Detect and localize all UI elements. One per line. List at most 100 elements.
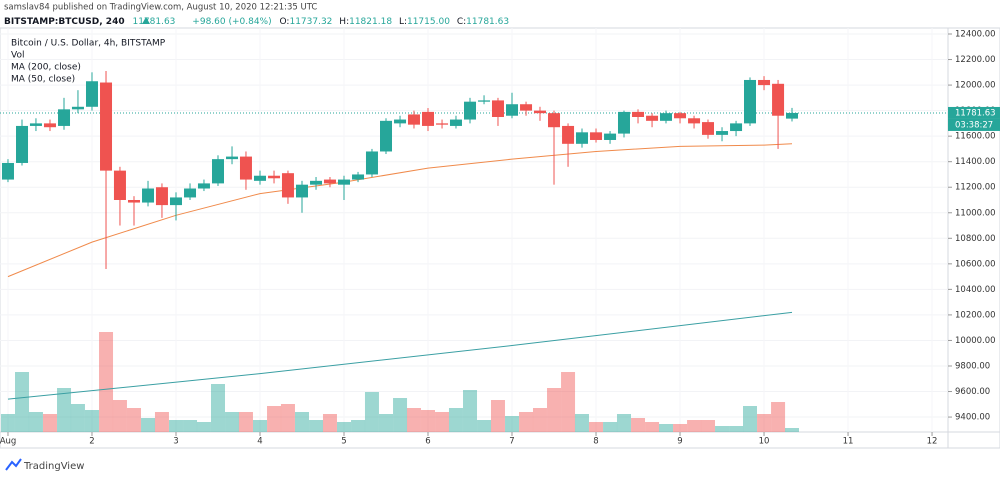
y-tick-label: 9400.00 [955,413,990,423]
ma-line [7,311,793,400]
volume-label: Vol [11,51,24,61]
candle-body [281,173,294,198]
candle-body [253,175,266,181]
legend-entry: MA (200, close) [11,63,81,73]
candle-body [716,131,729,135]
candle-body [268,175,281,179]
volume-bar [0,414,15,432]
ohlc-label: L: [399,17,407,27]
volume-bar [112,400,127,432]
candle-body [310,180,323,185]
candle-body [407,114,420,125]
y-tick-label: 10400.00 [955,285,996,295]
y-tick-label: 10000.00 [955,336,996,346]
ohlc-label: C: [457,17,466,27]
volume-bar [364,392,379,432]
volume-bar [225,412,240,432]
candle-body [127,199,140,203]
y-tick-label: 9600.00 [955,387,990,397]
ohlc-value: 11781.63 [466,17,509,27]
candle-body [491,100,504,117]
candle-body [772,83,785,116]
y-tick-label: 11600.00 [955,132,996,142]
volume-bar [252,420,267,432]
candle-body [646,115,659,121]
volume-bar [603,422,618,432]
candle-body [533,110,546,114]
ohlc-value: 11737.32 [289,17,332,27]
candle-body [155,187,168,206]
volume-bar [589,422,604,432]
volume-bar [742,406,757,432]
candle-body [169,197,182,206]
x-tick-label: 5 [341,437,346,447]
candle-body [71,106,84,110]
volume-bar [477,420,492,432]
ohlc-label: O: [280,17,290,27]
up-arrow [142,17,150,24]
volume-bar [28,412,43,432]
volume-bar [126,408,141,432]
volume-bar [505,416,520,432]
volume-bar [785,428,800,432]
volume-bar [463,390,478,432]
volume-bar [532,408,547,432]
candle-body [617,111,630,134]
x-tick-label: 2 [89,437,94,447]
volume-bar [57,388,72,432]
candle-body [58,109,71,126]
y-tick-label: 11000.00 [955,208,996,218]
volume-bar [99,332,114,432]
volume-bar [141,418,156,432]
candle-body [1,162,14,180]
x-tick-label: 3 [173,437,178,447]
x-tick-label: 6 [425,437,430,447]
ma-line [7,143,793,278]
candle-body [604,133,617,140]
plot [0,28,952,436]
candle-body [449,119,462,126]
volume-bar [183,420,198,432]
candle-body [674,113,687,119]
frame [0,27,1000,449]
candle-body [85,81,98,107]
footer: TradingView [23,461,84,472]
candle-body [478,100,491,102]
candle-body [184,188,197,198]
volume-bar [238,412,253,432]
y-tick-label: 11200.00 [955,183,996,193]
volume-bar [210,384,225,432]
candle-body [211,159,224,184]
volume-bar [351,420,366,432]
price-tag-label: 11781.63 [955,108,996,118]
candle-body [464,101,477,120]
volume-bar [561,372,576,432]
change: +98.60 (+0.84%) [192,17,271,27]
volume-bar [435,412,450,432]
chart-title: Bitcoin / U.S. Dollar, 4h, BITSTAMP [11,39,166,49]
candle-body [562,125,575,144]
volume-bar [729,426,744,432]
candle-body [688,118,701,124]
ohlc-value: 11821.18 [349,17,392,27]
volume-bar [406,408,421,432]
candle-body [632,111,645,117]
candle-body [506,104,519,116]
volume-bar [267,406,282,432]
candle-body [29,123,42,126]
volume-bar [700,420,715,432]
volume-bar [196,422,211,432]
candle-body [380,120,393,152]
volume-bar [393,398,408,432]
ohlc-label: H: [339,17,349,27]
volume-bar [84,410,99,432]
candle-body [436,123,449,125]
x-tick-label: 12 [927,437,938,447]
x-tick-label: 4 [257,437,262,447]
candle-body [295,184,308,198]
footer-logo: TradingView [5,458,84,472]
candle-body [786,112,799,119]
y-tick-label: 10600.00 [955,259,996,269]
x-tick-label: 8 [593,437,598,447]
